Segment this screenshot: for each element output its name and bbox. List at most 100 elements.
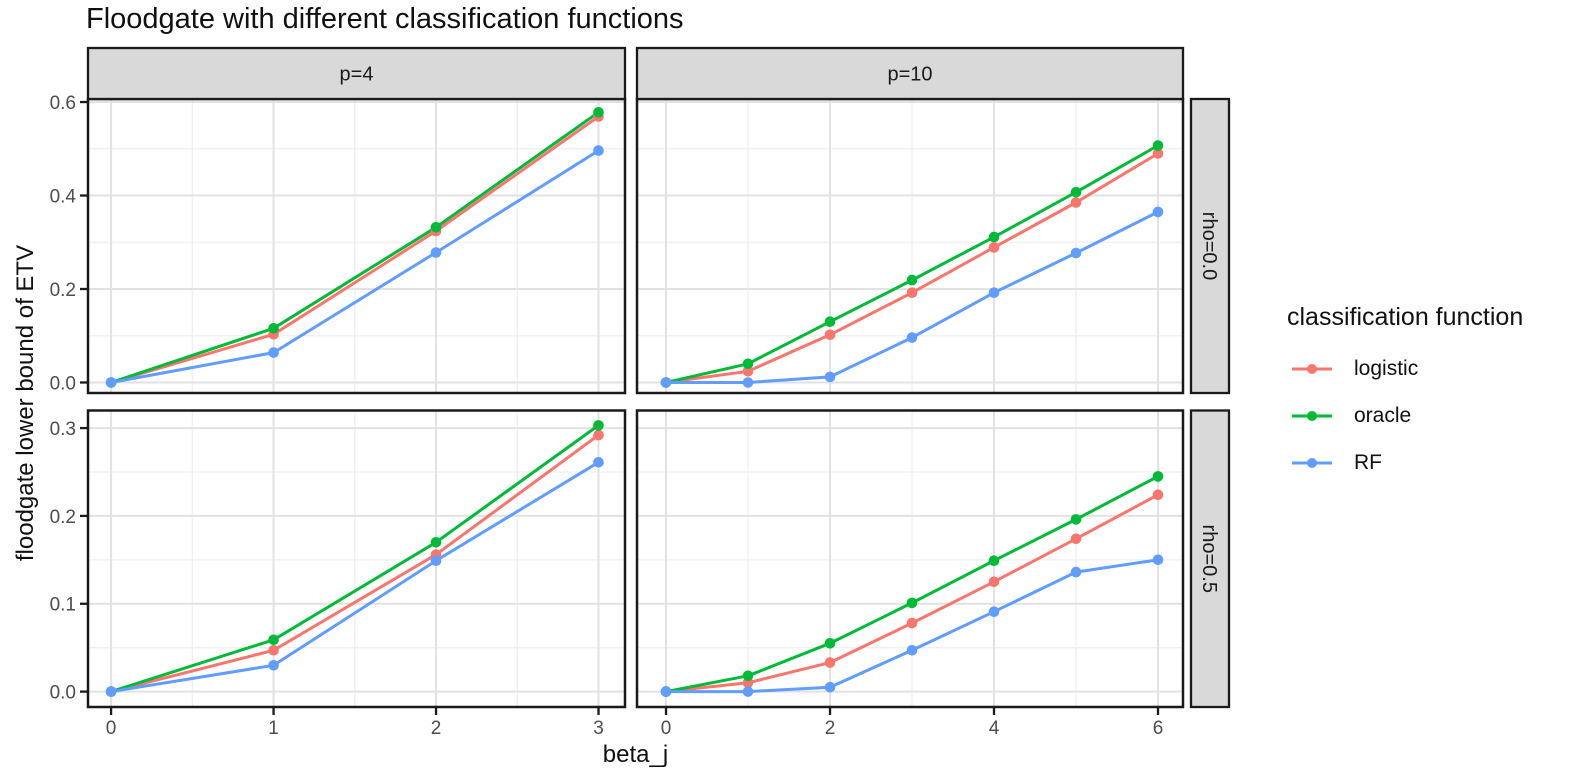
point-oracle — [824, 638, 836, 649]
svg-text:p=4: p=4 — [340, 64, 374, 86]
legend-key-oracle-icon — [1292, 410, 1332, 421]
strip-col-p=10: p=10 — [635, 46, 1185, 101]
point-oracle — [593, 107, 604, 118]
point-RF — [906, 332, 918, 343]
legend-entry-oracle: oracle — [1287, 392, 1523, 439]
x-axis-col-p=10: 0 2 4 6 — [661, 707, 1164, 739]
point-RF — [1152, 554, 1164, 566]
svg-text:0.1: 0.1 — [50, 595, 76, 616]
point-oracle — [742, 358, 754, 370]
point-RF — [988, 606, 1000, 617]
point-oracle — [988, 231, 1000, 243]
point-RF — [268, 347, 279, 358]
point-RF — [1152, 206, 1164, 218]
point-RF — [988, 287, 1000, 299]
point-RF — [824, 371, 836, 383]
svg-text:0.0: 0.0 — [50, 373, 76, 394]
svg-text:rho=0.0: rho=0.0 — [1198, 212, 1220, 280]
panel-p=10-rho=0.0 — [635, 97, 1185, 395]
point-logistic — [906, 617, 918, 629]
point-RF — [593, 145, 604, 156]
point-oracle — [742, 670, 754, 682]
point-RF — [660, 377, 672, 388]
x-axis-col-p=4: 0 1 2 3 — [106, 707, 604, 739]
line-logistic — [110, 115, 600, 384]
svg-text:0: 0 — [661, 718, 672, 739]
point-logistic — [988, 576, 1000, 588]
point-oracle — [430, 222, 442, 233]
point-RF — [430, 555, 442, 566]
svg-text:0: 0 — [106, 718, 117, 739]
point-RF — [105, 686, 117, 697]
panel-p=10-rho=0.5 — [635, 409, 1185, 709]
svg-text:rho=0.5: rho=0.5 — [1198, 525, 1220, 593]
point-oracle — [906, 274, 918, 286]
point-oracle — [1152, 471, 1164, 482]
legend-label-rf: RF — [1354, 450, 1382, 474]
strip-row-rho=0.0: rho=0.0 — [1189, 97, 1231, 395]
point-logistic — [1152, 148, 1164, 159]
point-oracle — [1070, 186, 1082, 198]
point-logistic — [906, 287, 918, 299]
point-RF — [268, 660, 279, 671]
legend-label-logistic: logistic — [1354, 356, 1419, 380]
strip-col-p=4: p=4 — [86, 46, 627, 101]
legend-entry-rf: RF — [1287, 439, 1523, 486]
point-oracle — [268, 634, 279, 646]
svg-text:4: 4 — [989, 718, 1000, 739]
strip-row-rho=0.5: rho=0.5 — [1189, 409, 1231, 709]
point-oracle — [824, 316, 836, 328]
point-logistic — [824, 657, 836, 668]
x-axis-title: beta_j — [602, 741, 669, 768]
point-oracle — [906, 597, 918, 609]
line-oracle — [110, 424, 600, 694]
point-oracle — [593, 420, 604, 431]
legend: classification function logistic oracle … — [1287, 303, 1523, 486]
legend-title: classification function — [1287, 303, 1524, 331]
point-oracle — [1070, 514, 1082, 525]
point-RF — [742, 686, 754, 697]
y-axis-row-rho=0.0: 0.0 0.2 0.4 0.6 — [50, 93, 88, 394]
svg-text:0.2: 0.2 — [50, 280, 76, 301]
point-oracle — [988, 555, 1000, 566]
point-RF — [660, 686, 672, 697]
svg-text:p=10: p=10 — [887, 64, 932, 86]
svg-text:0.3: 0.3 — [50, 419, 76, 440]
chart-title: Floodgate with different classification … — [86, 3, 684, 35]
svg-text:0.4: 0.4 — [50, 186, 77, 207]
panel-p=4-rho=0.5 — [86, 409, 627, 709]
line-oracle — [110, 111, 600, 384]
point-RF — [1070, 247, 1082, 259]
y-axis-title: floodgate lower bound of ETV — [12, 244, 39, 562]
svg-text:0.0: 0.0 — [50, 682, 76, 703]
point-logistic — [1070, 197, 1082, 208]
svg-text:2: 2 — [825, 718, 836, 739]
point-RF — [430, 247, 442, 258]
line-logistic — [110, 433, 600, 694]
legend-key-logistic-icon — [1292, 363, 1332, 374]
svg-text:0.2: 0.2 — [50, 507, 76, 528]
point-logistic — [593, 429, 604, 441]
svg-text:3: 3 — [593, 718, 604, 739]
point-RF — [742, 377, 754, 388]
svg-text:6: 6 — [1153, 718, 1164, 739]
y-axis-row-rho=0.5: 0.0 0.1 0.2 0.3 — [50, 419, 88, 703]
point-RF — [593, 457, 604, 468]
svg-text:0.6: 0.6 — [50, 93, 76, 114]
svg-text:2: 2 — [431, 718, 442, 739]
point-oracle — [1152, 140, 1164, 151]
point-oracle — [268, 323, 279, 334]
legend-label-oracle: oracle — [1354, 403, 1412, 427]
point-logistic — [1152, 489, 1164, 501]
panel-p=4-rho=0.0 — [86, 97, 627, 395]
point-RF — [1070, 566, 1082, 578]
legend-entry-logistic: logistic — [1287, 345, 1523, 392]
point-logistic — [988, 242, 1000, 253]
point-logistic — [742, 366, 754, 377]
point-RF — [105, 377, 117, 388]
line-RF — [110, 149, 600, 384]
point-RF — [824, 681, 836, 693]
legend-key-rf-icon — [1292, 457, 1332, 468]
